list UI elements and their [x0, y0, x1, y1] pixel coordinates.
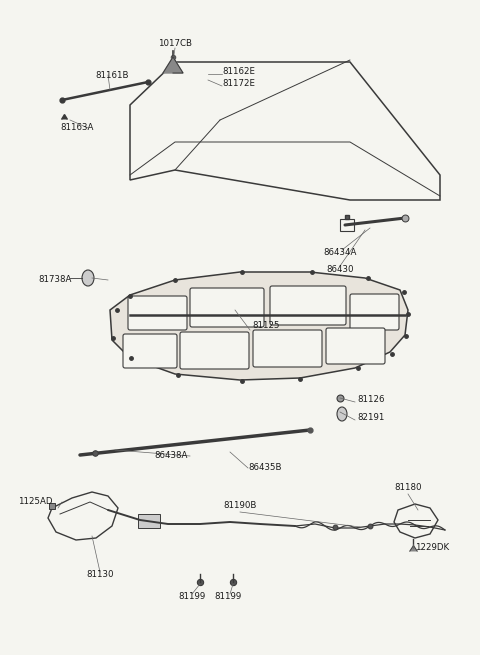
FancyBboxPatch shape — [180, 332, 249, 369]
FancyBboxPatch shape — [350, 294, 399, 330]
Text: 1125AD: 1125AD — [18, 498, 52, 506]
FancyBboxPatch shape — [190, 288, 264, 327]
Text: 81190B: 81190B — [223, 501, 257, 510]
Text: 81162E: 81162E — [222, 67, 255, 77]
Text: 81125: 81125 — [252, 320, 279, 329]
Text: 81180: 81180 — [394, 483, 422, 492]
Text: 1017CB: 1017CB — [158, 39, 192, 48]
Text: 81172E: 81172E — [222, 79, 255, 88]
Polygon shape — [163, 57, 183, 73]
Polygon shape — [110, 272, 408, 380]
Ellipse shape — [82, 270, 94, 286]
FancyBboxPatch shape — [123, 334, 177, 368]
Text: 81126: 81126 — [357, 396, 384, 405]
Text: 86434A: 86434A — [324, 248, 357, 257]
FancyBboxPatch shape — [128, 296, 187, 330]
Text: 81199: 81199 — [179, 592, 205, 601]
Text: 86438A: 86438A — [155, 451, 188, 460]
Bar — [138, 514, 160, 528]
Text: 81163A: 81163A — [60, 124, 94, 132]
Text: 86430: 86430 — [326, 265, 354, 274]
FancyBboxPatch shape — [270, 286, 346, 325]
Text: 86435B: 86435B — [248, 464, 281, 472]
Ellipse shape — [337, 407, 347, 421]
Text: 81738A: 81738A — [38, 276, 72, 284]
FancyBboxPatch shape — [253, 330, 322, 367]
Text: 81130: 81130 — [86, 570, 114, 579]
Text: 1229DK: 1229DK — [415, 544, 449, 553]
Text: 81199: 81199 — [215, 592, 241, 601]
Text: 82191: 82191 — [357, 413, 384, 422]
Text: 81161B: 81161B — [95, 71, 129, 79]
FancyBboxPatch shape — [326, 328, 385, 364]
Bar — [340, 219, 354, 231]
